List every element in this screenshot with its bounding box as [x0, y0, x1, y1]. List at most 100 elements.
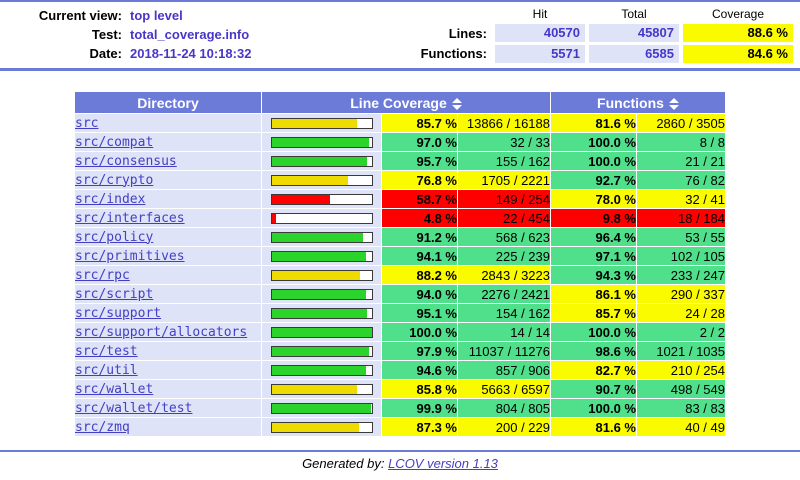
coverage-bar [270, 174, 373, 186]
column-header-directory[interactable]: Directory [75, 92, 261, 113]
line-fraction-cell: 225 / 239 [458, 247, 550, 265]
directory-cell: src [75, 114, 261, 132]
function-fraction-cell: 21 / 21 [637, 152, 725, 170]
directory-cell: src/wallet/test [75, 399, 261, 417]
line-fraction-cell: 568 / 623 [458, 228, 550, 246]
function-fraction-cell: 2860 / 3505 [637, 114, 725, 132]
directory-cell: src/compat [75, 133, 261, 151]
function-fraction-cell: 32 / 41 [637, 190, 725, 208]
table-row: src/rpc 88.2 % 2843 / 3223 94.3 % 233 / 247 [75, 266, 725, 284]
function-fraction-cell: 2 / 2 [637, 323, 725, 341]
sort-updown-icon[interactable] [451, 97, 462, 110]
directory-link[interactable]: src/compat [75, 134, 154, 150]
coverage-bar-cell [262, 228, 381, 246]
coverage-bar-cell [262, 171, 381, 189]
directory-link[interactable]: src/test [75, 343, 138, 359]
coverage-bar [270, 345, 373, 357]
column-header-functions[interactable]: Functions [551, 92, 725, 113]
line-fraction-cell: 149 / 254 [458, 190, 550, 208]
directory-cell: src/test [75, 342, 261, 360]
directory-link[interactable]: src/script [75, 286, 154, 302]
summary-lines-hit: 40570 [495, 24, 585, 43]
table-row: src/util 94.6 % 857 / 906 82.7 % 210 / 254 [75, 361, 725, 379]
coverage-bar-fill [271, 118, 358, 128]
line-percent-cell: 100.0 % [382, 323, 457, 341]
line-percent-cell: 85.8 % [382, 380, 457, 398]
summary-lines-total: 45807 [589, 24, 679, 43]
line-percent-cell: 94.6 % [382, 361, 457, 379]
line-fraction-cell: 14 / 14 [458, 323, 550, 341]
directory-link[interactable]: src/policy [75, 229, 154, 245]
table-row: src/consensus 95.7 % 155 / 162 100.0 % 21 / … [75, 152, 725, 170]
function-fraction-cell: 233 / 247 [637, 266, 725, 284]
report-info: Current view: top level Test: total_cove… [4, 6, 252, 63]
coverage-bar-cell [262, 361, 381, 379]
directory-link[interactable]: src [75, 115, 99, 131]
directory-cell: src/interfaces [75, 209, 261, 227]
date-label: Date: [89, 46, 122, 61]
directory-link[interactable]: src/support [75, 305, 162, 321]
table-row: src/wallet/test 99.9 % 804 / 805 100.0 % 83 … [75, 399, 725, 417]
line-percent-cell: 99.9 % [382, 399, 457, 417]
column-header-line-coverage[interactable]: Line Coverage [262, 92, 550, 113]
coverage-bar [270, 421, 373, 433]
directory-cell: src/crypto [75, 171, 261, 189]
lcov-version-link[interactable]: LCOV version 1.13 [388, 456, 498, 471]
coverage-bar-fill [271, 308, 367, 318]
table-row: src/zmq 87.3 % 200 / 229 81.6 % 40 / 49 [75, 418, 725, 436]
function-percent-cell: 81.6 % [551, 114, 636, 132]
function-percent-cell: 100.0 % [551, 323, 636, 341]
function-fraction-cell: 290 / 337 [637, 285, 725, 303]
line-fraction-cell: 200 / 229 [458, 418, 550, 436]
line-fraction-cell: 155 / 162 [458, 152, 550, 170]
directory-link[interactable]: src/zmq [75, 419, 130, 435]
function-percent-cell: 100.0 % [551, 152, 636, 170]
function-percent-cell: 100.0 % [551, 133, 636, 151]
function-percent-cell: 78.0 % [551, 190, 636, 208]
coverage-bar-cell [262, 380, 381, 398]
table-row: src/policy 91.2 % 568 / 623 96.4 % 53 / 55 [75, 228, 725, 246]
function-fraction-cell: 8 / 8 [637, 133, 725, 151]
directory-link[interactable]: src/index [75, 191, 146, 207]
directory-link[interactable]: src/support/allocators [75, 324, 248, 340]
function-fraction-cell: 53 / 55 [637, 228, 725, 246]
coverage-bar-fill [271, 403, 372, 413]
coverage-bar-cell [262, 266, 381, 284]
sort-updown-icon[interactable] [668, 97, 679, 110]
directory-link[interactable]: src/rpc [75, 267, 130, 283]
coverage-bar-cell [262, 323, 381, 341]
line-percent-cell: 4.8 % [382, 209, 457, 227]
directory-link[interactable]: src/util [75, 362, 138, 378]
directory-link[interactable]: src/crypto [75, 172, 154, 188]
function-percent-cell: 94.3 % [551, 266, 636, 284]
table-row: src/test 97.9 % 11037 / 11276 98.6 % 1021 / … [75, 342, 725, 360]
coverage-bar-cell [262, 304, 381, 322]
line-fraction-cell: 154 / 162 [458, 304, 550, 322]
directory-link[interactable]: src/interfaces [75, 210, 185, 226]
directory-link[interactable]: src/consensus [75, 153, 177, 169]
directory-cell: src/primitives [75, 247, 261, 265]
directory-cell: src/rpc [75, 266, 261, 284]
coverage-table-body: src 85.7 % 13866 / 16188 81.6 % 2860 / 3505 s… [75, 114, 725, 436]
table-row: src/compat 97.0 % 32 / 33 100.0 % 8 / 8 [75, 133, 725, 151]
coverage-bar-fill [271, 251, 366, 261]
generated-by-label: Generated by: [302, 456, 385, 471]
summary-functions-coverage: 84.6 % [683, 44, 793, 63]
line-percent-cell: 87.3 % [382, 418, 457, 436]
coverage-bar-cell [262, 285, 381, 303]
line-fraction-cell: 5663 / 6597 [458, 380, 550, 398]
coverage-bar-fill [271, 213, 277, 223]
coverage-bar-cell [262, 247, 381, 265]
directory-link[interactable]: src/wallet/test [75, 400, 193, 416]
coverage-bar [270, 212, 373, 224]
line-percent-cell: 88.2 % [382, 266, 457, 284]
summary-functions-total: 6585 [589, 44, 679, 63]
directory-link[interactable]: src/primitives [75, 248, 185, 264]
line-percent-cell: 94.0 % [382, 285, 457, 303]
coverage-bar [270, 364, 373, 376]
coverage-bar [270, 136, 373, 148]
summary-functions-label: Functions: [420, 46, 487, 62]
header-divider [0, 68, 800, 71]
line-percent-cell: 91.2 % [382, 228, 457, 246]
directory-link[interactable]: src/wallet [75, 381, 154, 397]
